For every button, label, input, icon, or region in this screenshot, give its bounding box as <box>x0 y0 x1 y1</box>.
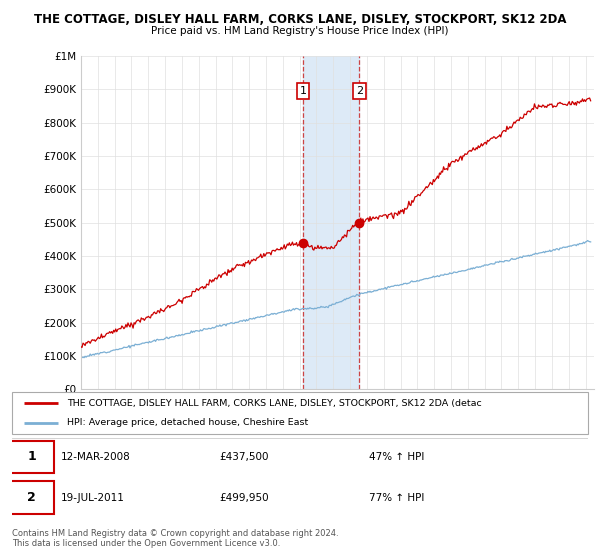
Text: 47% ↑ HPI: 47% ↑ HPI <box>369 452 424 462</box>
Text: This data is licensed under the Open Government Licence v3.0.: This data is licensed under the Open Gov… <box>12 539 280 548</box>
Text: THE COTTAGE, DISLEY HALL FARM, CORKS LANE, DISLEY, STOCKPORT, SK12 2DA (detac: THE COTTAGE, DISLEY HALL FARM, CORKS LAN… <box>67 399 481 408</box>
FancyBboxPatch shape <box>9 482 54 514</box>
Text: 2: 2 <box>356 86 363 96</box>
Text: Contains HM Land Registry data © Crown copyright and database right 2024.: Contains HM Land Registry data © Crown c… <box>12 529 338 538</box>
Text: 77% ↑ HPI: 77% ↑ HPI <box>369 493 424 503</box>
Text: 1: 1 <box>27 450 36 464</box>
Text: Price paid vs. HM Land Registry's House Price Index (HPI): Price paid vs. HM Land Registry's House … <box>151 26 449 36</box>
Text: 12-MAR-2008: 12-MAR-2008 <box>61 452 131 462</box>
Text: 2: 2 <box>27 491 36 505</box>
Text: £499,950: £499,950 <box>220 493 269 503</box>
Text: £437,500: £437,500 <box>220 452 269 462</box>
Text: THE COTTAGE, DISLEY HALL FARM, CORKS LANE, DISLEY, STOCKPORT, SK12 2DA: THE COTTAGE, DISLEY HALL FARM, CORKS LAN… <box>34 13 566 26</box>
Bar <box>303 56 359 389</box>
Text: HPI: Average price, detached house, Cheshire East: HPI: Average price, detached house, Ches… <box>67 418 308 427</box>
Text: 19-JUL-2011: 19-JUL-2011 <box>61 493 125 503</box>
FancyBboxPatch shape <box>9 441 54 473</box>
Text: 1: 1 <box>299 86 307 96</box>
